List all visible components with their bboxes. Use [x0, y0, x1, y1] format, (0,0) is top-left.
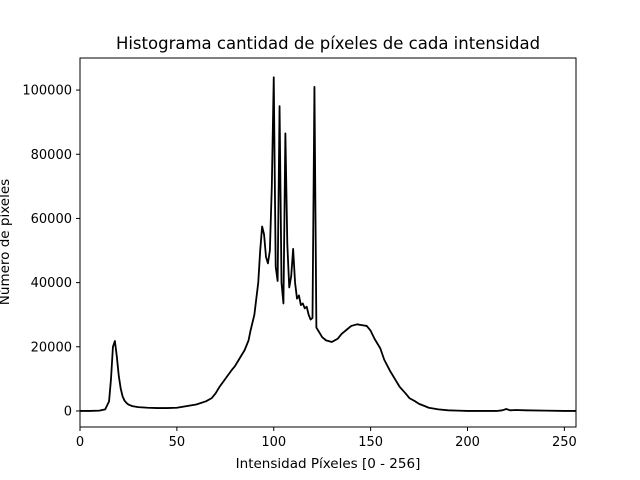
- y-axis: 0 20000 40000 60000 80000 100000: [22, 84, 80, 419]
- y-tick-label: 60000: [31, 212, 72, 227]
- x-tick-label: 150: [358, 435, 383, 450]
- y-axis-label: Número de píxeles: [0, 179, 13, 305]
- x-tick-label: 100: [261, 435, 286, 450]
- x-tick-label: 50: [169, 435, 186, 450]
- x-axis-label: Intensidad Píxeles [0 - 256]: [236, 456, 421, 472]
- x-tick-label: 250: [552, 435, 577, 450]
- x-tick-label: 0: [76, 435, 84, 450]
- x-tick-label: 200: [455, 435, 480, 450]
- y-tick-label: 0: [64, 404, 72, 419]
- x-axis: 0 50 100 150 200 250: [76, 427, 577, 450]
- histogram-line: [80, 76, 576, 412]
- chart-title: Histograma cantidad de píxeles de cada i…: [116, 34, 540, 53]
- plot-area: 0 50 100 150 200 250 0 20000 40000 60000 80000 100…: [22, 57, 577, 450]
- y-tick-label: 40000: [31, 276, 72, 291]
- plot-frame: [79, 57, 577, 428]
- y-tick-label: 100000: [22, 84, 72, 99]
- y-tick-label: 80000: [31, 148, 72, 163]
- y-tick-label: 20000: [31, 340, 72, 355]
